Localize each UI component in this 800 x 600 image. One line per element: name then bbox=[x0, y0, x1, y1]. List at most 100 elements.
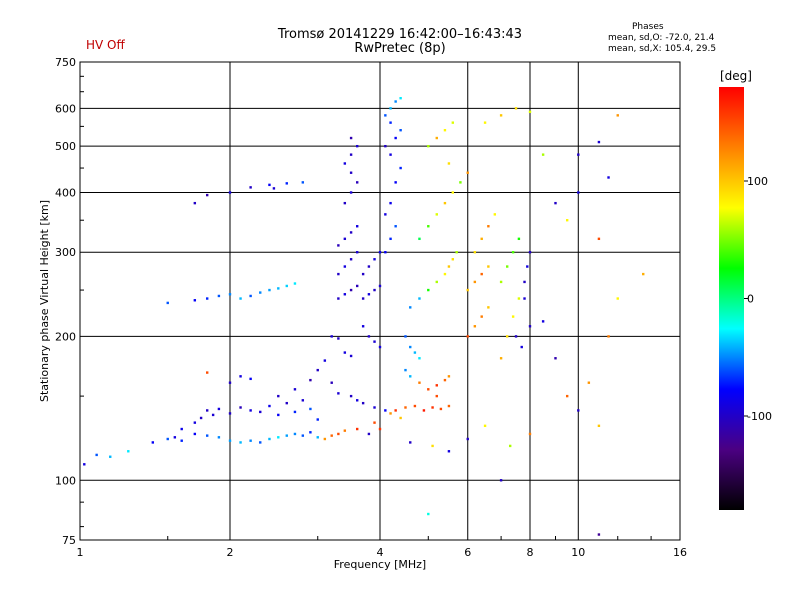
data-point bbox=[487, 306, 490, 309]
data-point bbox=[404, 406, 407, 409]
data-point bbox=[399, 96, 402, 100]
x-tick-label: 6 bbox=[464, 546, 471, 559]
colorbar-tick-label: 0 bbox=[747, 293, 754, 306]
data-point bbox=[528, 110, 532, 114]
data-point bbox=[447, 375, 451, 378]
data-point bbox=[413, 351, 417, 354]
data-point bbox=[205, 371, 209, 374]
data-point bbox=[166, 437, 169, 441]
data-point bbox=[384, 144, 387, 148]
data-point bbox=[293, 282, 297, 285]
data-point bbox=[404, 335, 407, 338]
data-point bbox=[316, 368, 319, 372]
data-point bbox=[394, 225, 397, 228]
data-point bbox=[554, 201, 557, 205]
data-point bbox=[523, 297, 526, 300]
data-point bbox=[301, 399, 305, 402]
data-point bbox=[499, 357, 503, 360]
data-point bbox=[435, 394, 438, 398]
data-point bbox=[259, 441, 262, 444]
data-point bbox=[343, 293, 347, 296]
data-point bbox=[217, 294, 221, 298]
data-point bbox=[435, 384, 438, 387]
data-point bbox=[337, 272, 340, 276]
data-point bbox=[607, 335, 610, 338]
data-point bbox=[301, 434, 305, 437]
data-point bbox=[483, 424, 487, 428]
y-tick-label: 750 bbox=[55, 56, 76, 69]
data-point bbox=[427, 288, 430, 292]
y-tick-label: 75 bbox=[62, 534, 76, 547]
data-point bbox=[349, 191, 353, 194]
data-point bbox=[361, 272, 365, 276]
data-point bbox=[541, 153, 545, 156]
y-tick-label: 600 bbox=[55, 102, 76, 115]
data-point bbox=[151, 441, 155, 444]
data-point bbox=[466, 171, 469, 174]
data-point bbox=[480, 315, 483, 318]
data-point bbox=[459, 181, 462, 184]
data-point bbox=[607, 176, 610, 179]
data-point bbox=[399, 416, 402, 420]
data-point bbox=[272, 187, 276, 190]
data-point bbox=[277, 287, 280, 290]
data-point bbox=[228, 439, 232, 442]
data-point bbox=[217, 436, 221, 439]
data-point bbox=[597, 140, 601, 144]
data-point bbox=[399, 166, 402, 170]
data-point bbox=[217, 407, 221, 411]
colorbar-tick-label: -100 bbox=[747, 410, 772, 423]
data-point bbox=[349, 171, 353, 174]
data-point bbox=[514, 335, 518, 338]
data-point bbox=[355, 427, 359, 431]
data-point bbox=[473, 325, 477, 328]
colorbar-ticks: 100 0 -100 bbox=[744, 175, 772, 423]
data-point bbox=[451, 258, 455, 261]
y-tick-label: 300 bbox=[55, 246, 76, 259]
data-point bbox=[508, 444, 512, 448]
data-point bbox=[487, 265, 490, 268]
x-tick-label: 1 bbox=[77, 546, 84, 559]
data-point bbox=[285, 434, 288, 437]
x-axis-label: Frequency [MHz] bbox=[334, 558, 426, 571]
data-point bbox=[355, 284, 359, 288]
data-point bbox=[367, 265, 371, 268]
data-point bbox=[577, 153, 580, 156]
data-point bbox=[249, 377, 252, 381]
y-axis-label: Stationary phase Virtual Height [km] bbox=[38, 200, 51, 402]
data-point bbox=[413, 404, 417, 408]
data-point bbox=[367, 293, 371, 296]
data-point bbox=[577, 191, 580, 194]
data-point bbox=[389, 237, 392, 241]
phase-x-stats: mean, sd,X: 105.4, 29.5 bbox=[608, 44, 717, 54]
data-point bbox=[528, 325, 532, 328]
data-point bbox=[597, 424, 601, 428]
data-point bbox=[323, 359, 327, 362]
data-point bbox=[447, 450, 451, 453]
y-tick-label: 100 bbox=[55, 474, 76, 487]
data-point bbox=[337, 392, 340, 395]
data-point bbox=[517, 237, 521, 241]
data-point bbox=[337, 244, 340, 247]
data-point bbox=[439, 407, 443, 411]
data-point bbox=[301, 181, 305, 184]
data-point bbox=[455, 251, 458, 254]
data-point bbox=[355, 399, 359, 402]
data-point bbox=[228, 293, 232, 296]
data-point bbox=[466, 437, 469, 441]
data-point bbox=[378, 345, 382, 349]
data-point bbox=[166, 301, 169, 305]
data-point bbox=[389, 153, 392, 156]
data-point bbox=[554, 357, 557, 360]
data-point bbox=[378, 427, 382, 431]
data-point bbox=[511, 315, 515, 318]
data-point bbox=[343, 162, 347, 165]
data-point bbox=[337, 337, 340, 340]
data-point bbox=[443, 201, 447, 205]
colorbar-unit-label: [deg] bbox=[720, 69, 752, 83]
data-point bbox=[343, 351, 347, 354]
data-point bbox=[466, 335, 469, 338]
data-point bbox=[443, 378, 447, 382]
data-point bbox=[249, 186, 252, 189]
